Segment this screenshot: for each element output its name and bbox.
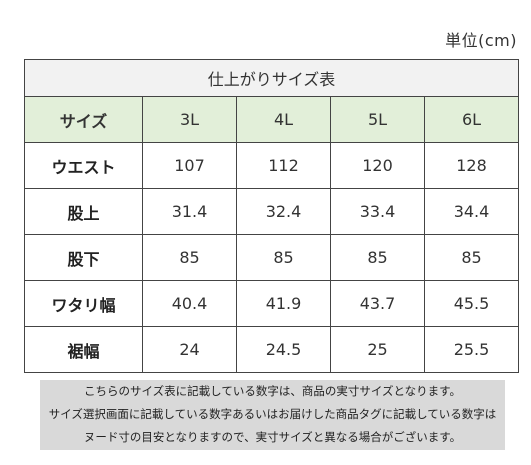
table-cell: 40.4 [142, 280, 237, 327]
table-cell: 85 [330, 234, 425, 281]
table-cell: 24.5 [236, 326, 331, 373]
size-table: 仕上がりサイズ表 サイズ 3L 4L 5L 6L ウエスト 107 112 12… [23, 59, 520, 373]
notice-box: こちらのサイズ表に記載している数字は、商品の実寸サイズとなります。 サイズ選択画… [40, 380, 505, 450]
corner-label: サイズ [24, 96, 143, 143]
size-header-5l: 5L [330, 96, 425, 143]
table-title-row: 仕上がりサイズ表 [23, 59, 520, 97]
table-cell: 24 [142, 326, 237, 373]
table-cell: 85 [423, 234, 520, 281]
size-header-6l: 6L [423, 96, 520, 143]
table-row-waist: ウエスト 107 112 120 128 [24, 142, 520, 189]
table-cell: 41.9 [236, 280, 331, 327]
table-title: 仕上がりサイズ表 [23, 59, 520, 97]
table-cell: 25.5 [423, 326, 520, 373]
table-cell: 112 [236, 142, 331, 189]
table-row-inseam: 股下 85 85 85 85 [24, 234, 520, 281]
notice-line: ヌード寸の目安となりますので、実寸サイズと異なる場合がございます。 [83, 430, 462, 444]
table-cell: 25 [330, 326, 425, 373]
table-cell: 31.4 [142, 188, 237, 235]
unit-label: 単位(cm) [445, 31, 517, 50]
table-cell: 34.4 [423, 188, 520, 235]
row-label: ワタリ幅 [24, 280, 143, 327]
row-label: 股上 [24, 188, 143, 235]
table-cell: 33.4 [330, 188, 425, 235]
row-label: 股下 [24, 234, 143, 281]
notice-line: こちらのサイズ表に記載している数字は、商品の実寸サイズとなります。 [84, 384, 461, 398]
size-header-4l: 4L [236, 96, 331, 143]
notice-line: サイズ選択画面に記載している数字あるいはお届けした商品タグに記載している数字は [48, 407, 497, 421]
table-cell: 32.4 [236, 188, 331, 235]
table-cell: 85 [142, 234, 237, 281]
table-row-thigh-width: ワタリ幅 40.4 41.9 43.7 45.5 [24, 280, 520, 327]
table-row-rise: 股上 31.4 32.4 33.4 34.4 [24, 188, 520, 235]
row-label: ウエスト [24, 142, 143, 189]
table-cell: 85 [236, 234, 331, 281]
table-header-row: サイズ 3L 4L 5L 6L [24, 96, 520, 143]
table-cell: 45.5 [423, 280, 520, 327]
table-cell: 43.7 [330, 280, 425, 327]
table-cell: 120 [330, 142, 425, 189]
size-header-3l: 3L [142, 96, 237, 143]
row-label: 裾幅 [24, 326, 143, 373]
table-cell: 107 [142, 142, 237, 189]
table-cell: 128 [423, 142, 520, 189]
table-row-hem-width: 裾幅 24 24.5 25 25.5 [24, 326, 520, 373]
